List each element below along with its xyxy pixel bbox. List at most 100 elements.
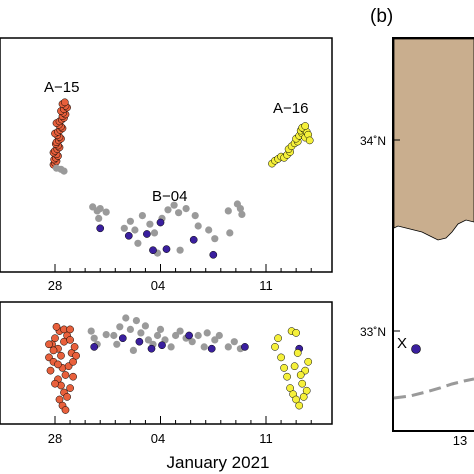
bottom-point-s1-24 — [215, 331, 223, 340]
top-point-s1-26 — [102, 208, 110, 216]
top-point-s1-21 — [211, 235, 219, 243]
top-point-s1-7 — [120, 224, 128, 232]
bottom-point-s3-13 — [290, 362, 299, 371]
scatter-panel-top: A−15 B−04 A−16 — [0, 37, 333, 273]
tick-label-04-bottom: 04 — [151, 431, 165, 446]
bottom-point-s0-26 — [61, 406, 70, 414]
bottom-point-s1-12 — [153, 331, 162, 340]
tick-label-11-bottom: 11 — [259, 431, 273, 446]
bottom-point-s3-8 — [295, 401, 304, 410]
plot-frame-bottom — [0, 301, 333, 425]
bottom-point-s3-0 — [271, 343, 279, 351]
bottom-point-s2-2 — [135, 337, 144, 346]
top-point-s0-36 — [60, 98, 69, 107]
bottom-point-s0-28 — [49, 346, 58, 355]
bottom-point-s3-11 — [304, 357, 313, 366]
bottom-point-s0-14 — [70, 343, 79, 351]
top-point-s2-5 — [162, 245, 171, 253]
bottom-point-s3-15 — [302, 386, 311, 395]
top-point-s2-0 — [96, 224, 105, 233]
bottom-point-s3-9 — [298, 379, 307, 388]
top-point-s1-6 — [95, 214, 103, 222]
lat-label-33n: 33˚N — [360, 325, 386, 339]
top-point-s3-19 — [305, 136, 314, 145]
tick-label-28-top: 28 — [48, 278, 62, 293]
bottom-point-s0-2 — [51, 334, 59, 343]
bottom-point-s0-22 — [69, 372, 77, 381]
bottom-point-s2-6 — [207, 344, 216, 353]
land-mass — [393, 38, 474, 241]
lon-label-13: 13 — [453, 433, 467, 448]
cluster-label-a15: A−15 — [44, 79, 79, 96]
top-point-s2-2 — [143, 230, 151, 238]
top-point-s1-17 — [182, 205, 190, 213]
x-ticks-bottom — [54, 416, 312, 424]
bottom-point-s0-33 — [45, 340, 53, 349]
top-point-s1-24 — [236, 205, 244, 213]
bottom-point-s0-21 — [66, 384, 74, 392]
x-tick-labels-bottom: 28 04 11 — [48, 431, 273, 446]
bottom-point-s0-9 — [52, 322, 61, 331]
bottom-point-s1-4 — [116, 323, 124, 331]
bottom-point-s0-24 — [55, 395, 64, 404]
top-point-s1-11 — [146, 220, 154, 228]
bottom-point-s1-19 — [188, 338, 196, 346]
tick-label-11-top: 11 — [259, 278, 273, 293]
bottom-point-s3-2 — [277, 353, 285, 362]
points-bottom — [45, 314, 313, 414]
top-point-s1-29 — [176, 246, 184, 254]
bottom-point-s3-14 — [296, 371, 305, 379]
top-point-s1-9 — [131, 226, 139, 234]
bottom-point-s0-23 — [51, 379, 59, 388]
bottom-point-s1-16 — [172, 331, 180, 340]
bottom-point-s0-15 — [66, 336, 74, 344]
bottom-point-s1-22 — [203, 329, 211, 337]
bottom-point-s2-0 — [90, 343, 99, 351]
bottom-point-s0-27 — [69, 357, 77, 366]
top-point-s1-10 — [138, 212, 146, 220]
bottom-point-s1-10 — [144, 336, 152, 344]
map-panel: (b) 34˚N 33˚N X 13 — [360, 6, 474, 448]
bottom-point-s3-18 — [292, 329, 300, 337]
bottom-point-s0-30 — [66, 325, 74, 334]
top-point-s1-2 — [60, 167, 68, 175]
track-line — [393, 377, 474, 400]
bottom-point-s1-25 — [224, 343, 232, 351]
bottom-point-s1-5 — [122, 314, 130, 322]
bottom-point-s3-16 — [299, 393, 308, 401]
x-tick-labels-top: 28 04 11 — [48, 278, 273, 293]
top-point-s2-6 — [189, 235, 198, 244]
top-point-s1-5 — [96, 205, 104, 213]
bottom-point-s3-1 — [274, 334, 282, 343]
top-point-s1-12 — [150, 229, 159, 237]
top-point-s1-20 — [205, 226, 213, 234]
top-point-s2-4 — [149, 246, 157, 255]
bottom-point-s1-8 — [137, 329, 145, 337]
panel-tag-b: (b) — [370, 6, 393, 27]
tick-label-28-bottom: 28 — [48, 431, 62, 446]
top-point-s1-15 — [170, 201, 178, 209]
bottom-point-s3-12 — [293, 349, 302, 357]
top-point-s1-22 — [226, 229, 234, 237]
lat-label-34n: 34˚N — [360, 134, 386, 148]
top-point-s3-21 — [301, 122, 310, 130]
bottom-point-s1-6 — [126, 325, 134, 333]
top-point-s1-27 — [134, 239, 142, 247]
bottom-point-s1-17 — [176, 327, 184, 335]
top-point-s1-19 — [194, 222, 202, 230]
marker-label-x: X — [397, 335, 407, 352]
top-point-s1-14 — [164, 206, 172, 214]
bottom-point-s1-20 — [194, 331, 202, 340]
bottom-point-s1-21 — [200, 343, 208, 351]
bottom-point-s2-1 — [118, 334, 127, 343]
top-point-s2-1 — [124, 231, 133, 240]
bottom-point-s0-31 — [72, 351, 80, 360]
cluster-label-b04: B−04 — [152, 188, 187, 205]
bottom-point-s2-7 — [241, 343, 249, 351]
top-point-s1-16 — [175, 209, 183, 217]
bottom-point-s1-26 — [230, 338, 238, 346]
top-point-s1-18 — [191, 212, 199, 220]
bottom-point-s3-4 — [283, 372, 291, 381]
bottom-point-s3-5 — [286, 384, 294, 392]
